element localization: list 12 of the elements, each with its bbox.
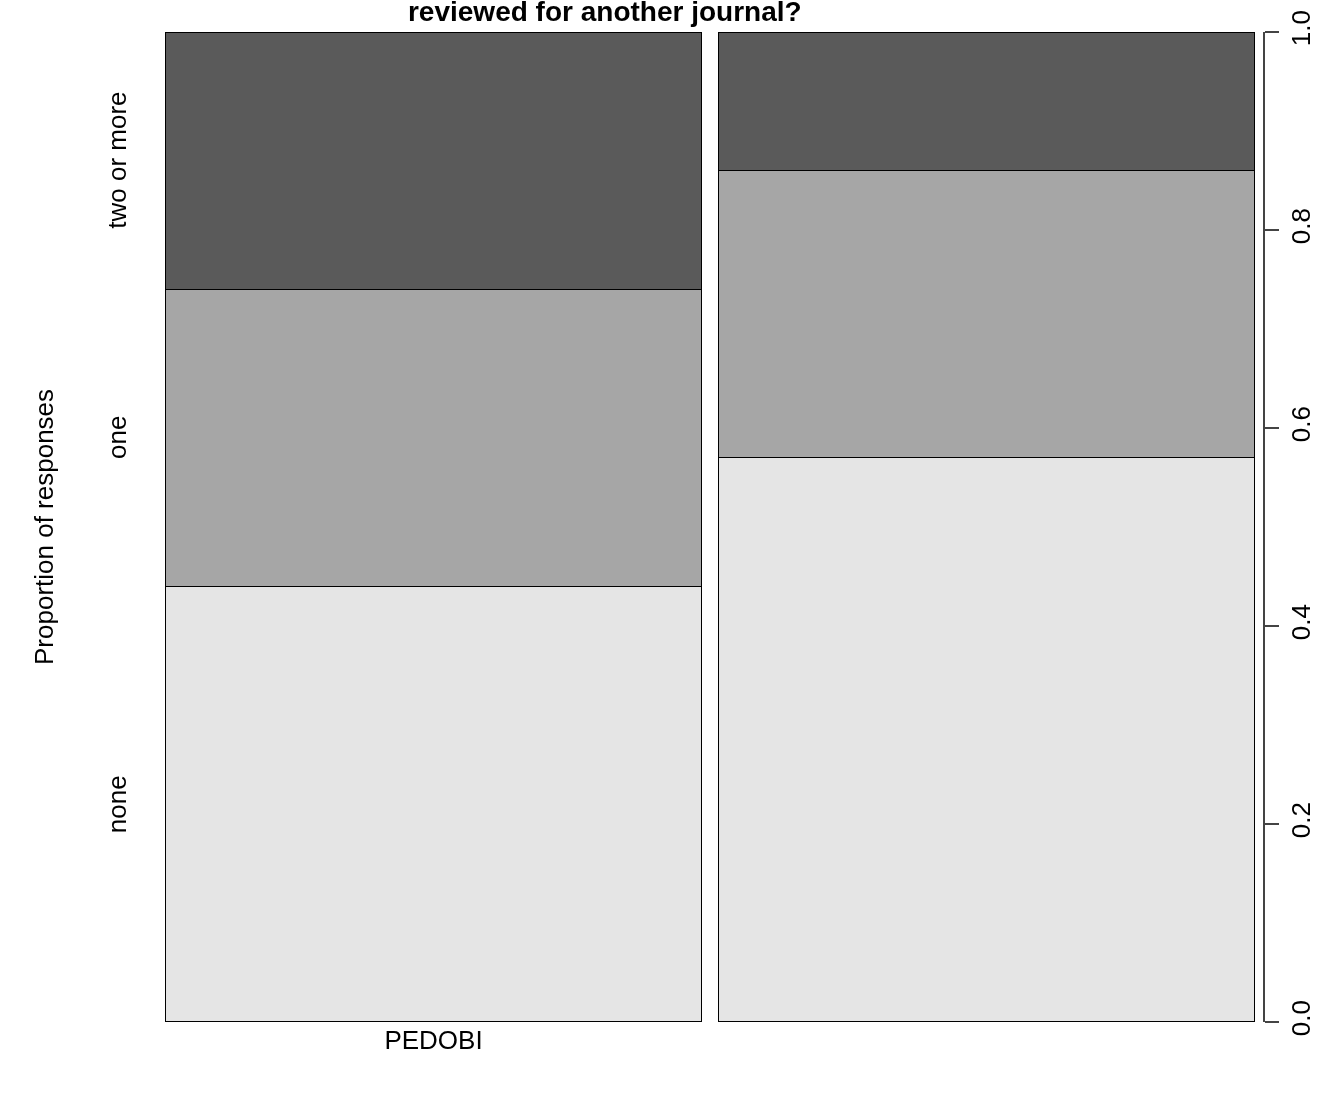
text: two or more (102, 91, 133, 229)
y-axis-title: Proportion of responses (29, 388, 59, 665)
y-tick-label: 0.6 (1285, 406, 1316, 443)
y-tick-label: 0.8 (1285, 208, 1316, 245)
text: one (102, 415, 133, 459)
y-tick-label: 1.0 (1285, 10, 1316, 47)
x-tick-label: PEDOBI (384, 1025, 483, 1055)
y-tick-label: 0.4 (1285, 604, 1316, 641)
chart-title: reviewed for another journal? (407, 0, 802, 27)
y-tick-label: 0.0 (1285, 1000, 1316, 1037)
text: none (101, 775, 132, 834)
y-tick-label: 0.2 (1285, 802, 1316, 839)
